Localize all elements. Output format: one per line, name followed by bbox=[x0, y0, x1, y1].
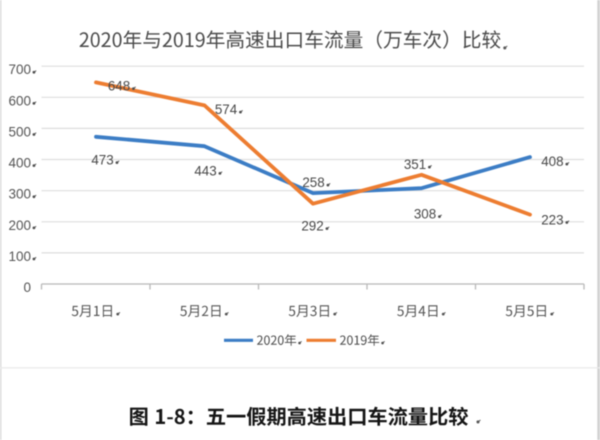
svg-text:400: 400 bbox=[8, 156, 31, 171]
svg-text:700: 700 bbox=[8, 62, 31, 77]
svg-text:408: 408 bbox=[541, 154, 563, 169]
svg-text:223: 223 bbox=[541, 212, 563, 227]
svg-text:574: 574 bbox=[215, 102, 238, 117]
svg-text:0: 0 bbox=[23, 280, 31, 295]
svg-text:292: 292 bbox=[301, 219, 323, 234]
svg-text:500: 500 bbox=[8, 124, 31, 139]
svg-text:648: 648 bbox=[108, 79, 130, 94]
svg-text:200: 200 bbox=[8, 218, 31, 233]
svg-text:300: 300 bbox=[8, 187, 31, 202]
svg-text:308: 308 bbox=[414, 207, 436, 222]
svg-text:258: 258 bbox=[302, 175, 324, 190]
svg-text:351: 351 bbox=[404, 157, 426, 172]
svg-text:443: 443 bbox=[194, 163, 216, 178]
svg-text:473: 473 bbox=[91, 153, 113, 168]
svg-text:600: 600 bbox=[8, 93, 31, 108]
svg-text:100: 100 bbox=[8, 249, 31, 264]
